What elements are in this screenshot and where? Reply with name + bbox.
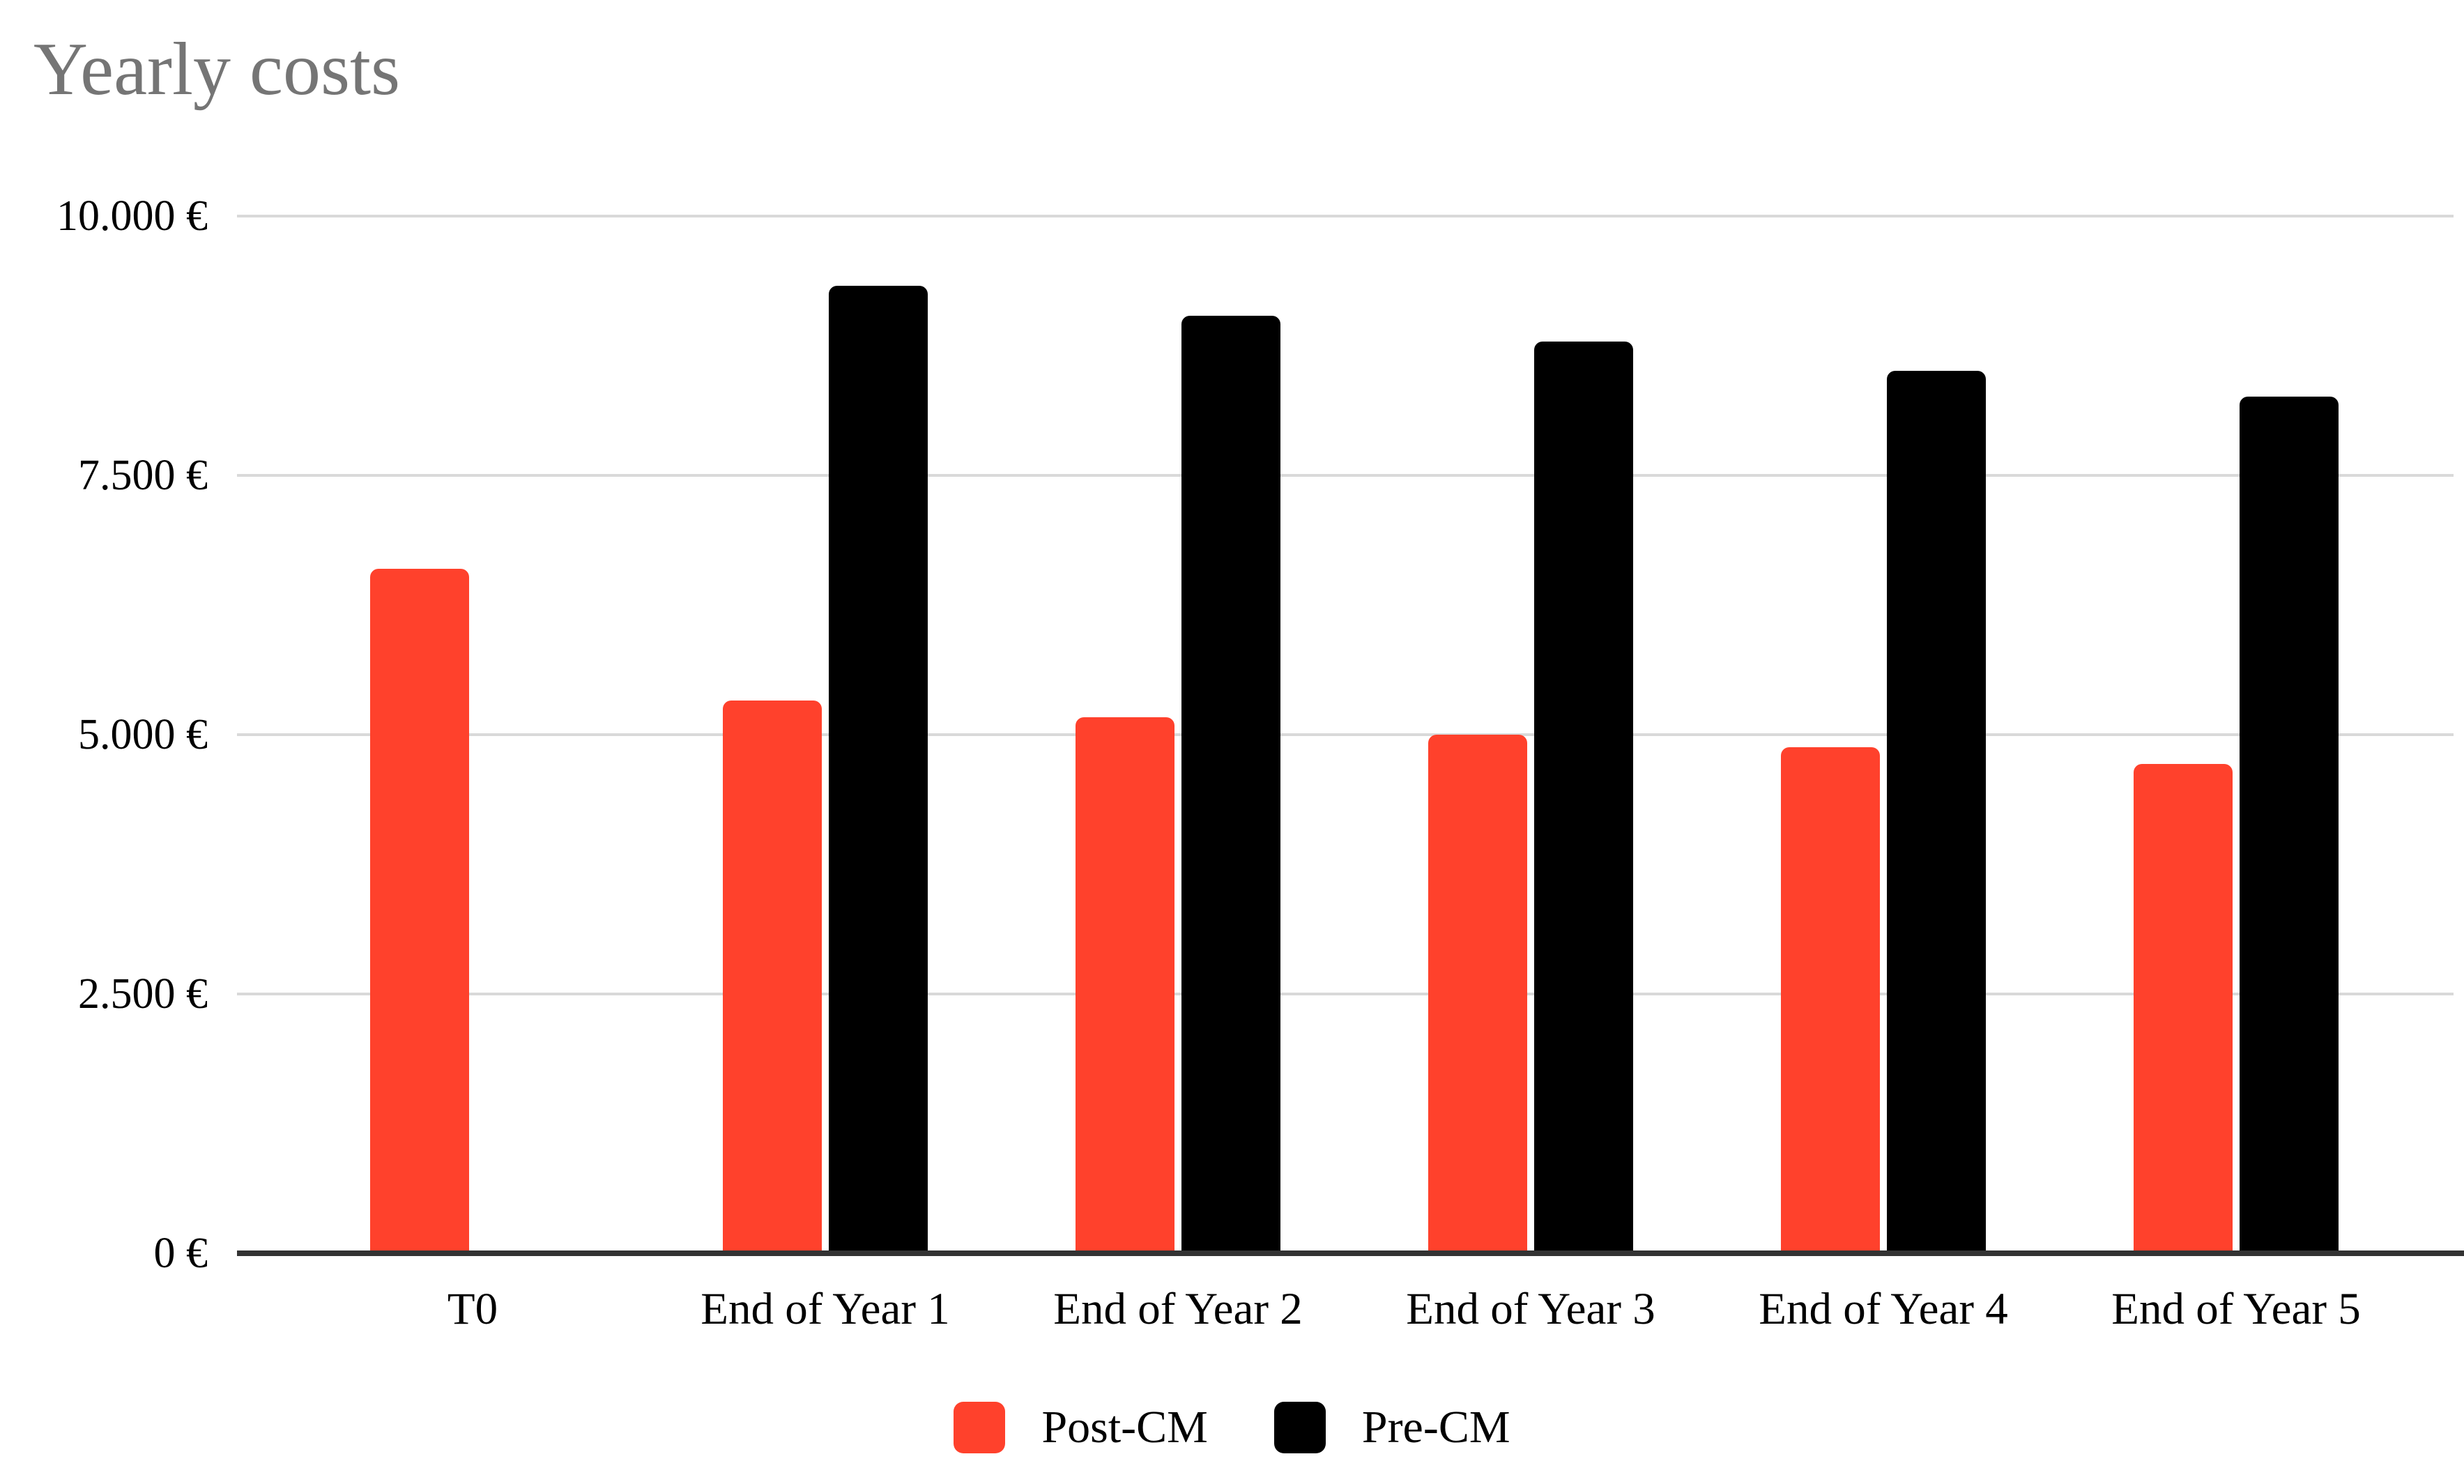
y-tick-label-10000: 10.000 € — [56, 192, 208, 240]
bar-post-cm-t0[interactable] — [370, 569, 469, 1253]
y-tick-label-0: 0 € — [153, 1230, 208, 1277]
x-tick-label-end-of-year-5: End of Year 5 — [2111, 1284, 2361, 1334]
x-tick-label-t0: T0 — [447, 1284, 498, 1334]
gridline-2500 — [237, 993, 2454, 995]
bar-post-cm-end-of-year-1[interactable] — [723, 701, 822, 1253]
bar-pre-cm-end-of-year-4[interactable] — [1887, 371, 1986, 1253]
x-tick-label-end-of-year-4: End of Year 4 — [1759, 1284, 2008, 1334]
bar-pre-cm-end-of-year-2[interactable] — [1181, 316, 1280, 1253]
legend-swatch-pre-cm — [1273, 1402, 1326, 1453]
bar-post-cm-end-of-year-2[interactable] — [1076, 717, 1174, 1253]
bar-post-cm-end-of-year-5[interactable] — [2134, 764, 2233, 1253]
x-axis-line — [237, 1250, 2464, 1256]
legend-item-post-cm[interactable]: Post-CM — [954, 1401, 1208, 1454]
bar-post-cm-end-of-year-4[interactable] — [1781, 747, 1880, 1253]
y-tick-label-7500: 7.500 € — [78, 452, 208, 499]
y-tick-label-5000: 5.000 € — [78, 711, 208, 758]
x-tick-label-end-of-year-2: End of Year 2 — [1053, 1284, 1303, 1334]
legend-label-pre-cm: Pre-CM — [1361, 1402, 1510, 1453]
x-tick-label-end-of-year-1: End of Year 1 — [701, 1284, 950, 1334]
legend-swatch-post-cm — [954, 1402, 1006, 1453]
y-tick-label-2500: 2.500 € — [78, 970, 208, 1018]
legend-label-post-cm: Post-CM — [1041, 1402, 1208, 1453]
gridline-5000 — [237, 733, 2454, 736]
legend-item-pre-cm[interactable]: Pre-CM — [1273, 1401, 1510, 1454]
bar-pre-cm-end-of-year-3[interactable] — [1534, 342, 1633, 1253]
chart-title: Yearly costs — [33, 28, 401, 111]
bar-pre-cm-end-of-year-1[interactable] — [829, 286, 928, 1253]
bar-pre-cm-end-of-year-5[interactable] — [2240, 397, 2339, 1253]
bar-post-cm-end-of-year-3[interactable] — [1428, 735, 1527, 1253]
gridline-7500 — [237, 474, 2454, 477]
legend: Post-CM Pre-CM — [0, 1393, 2464, 1462]
x-tick-label-end-of-year-3: End of Year 3 — [1406, 1284, 1655, 1334]
gridline-10000 — [237, 215, 2454, 217]
